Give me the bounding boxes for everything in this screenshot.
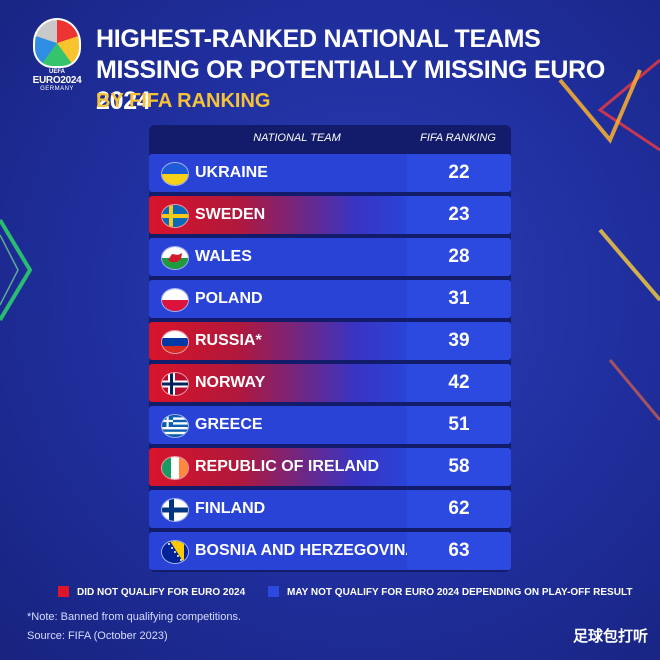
logo-euro: EURO2024 bbox=[32, 75, 82, 86]
team-cell: REPUBLIC OF IRELAND bbox=[149, 448, 407, 486]
team-cell: FINLAND bbox=[149, 490, 407, 528]
wales-flag-icon bbox=[161, 246, 189, 270]
page-subtitle: BY FIFA RANKING bbox=[96, 90, 271, 112]
greece-flag-icon bbox=[161, 414, 189, 438]
column-header-team: NATIONAL TEAM bbox=[253, 132, 341, 144]
team-cell: NORWAY bbox=[149, 364, 407, 402]
rank-cell: 51 bbox=[407, 406, 511, 444]
sweden-flag-icon bbox=[161, 204, 189, 228]
ukraine-flag-icon bbox=[161, 162, 189, 186]
legend-label: DID NOT QUALIFY FOR EURO 2024 bbox=[77, 587, 246, 598]
team-name: UKRAINE bbox=[195, 164, 268, 181]
red-swatch-icon bbox=[58, 586, 69, 597]
team-name: RUSSIA* bbox=[195, 332, 262, 349]
rank-cell: 58 bbox=[407, 448, 511, 486]
team-cell: SWEDEN bbox=[149, 196, 407, 234]
table-header: NATIONAL TEAM FIFA RANKING bbox=[149, 125, 511, 151]
blue-swatch-icon bbox=[268, 586, 279, 597]
finland-flag-icon bbox=[161, 498, 189, 522]
rank-cell: 62 bbox=[407, 490, 511, 528]
ireland-flag-icon bbox=[161, 456, 189, 480]
table-row: REPUBLIC OF IRELAND 58 bbox=[149, 448, 511, 486]
ranking-table: NATIONAL TEAM FIFA RANKING UKRAINE 22 SW… bbox=[149, 125, 511, 572]
rank-cell: 39 bbox=[407, 322, 511, 360]
rank-cell: 23 bbox=[407, 196, 511, 234]
source-credit: Source: FIFA (October 2023) bbox=[27, 630, 168, 642]
euro-2024-logo: UEFA EURO2024 GERMANY bbox=[28, 18, 86, 98]
table-row: RUSSIA* 39 bbox=[149, 322, 511, 360]
team-name: SWEDEN bbox=[195, 206, 266, 223]
trophy-icon bbox=[33, 18, 81, 68]
rank-cell: 31 bbox=[407, 280, 511, 318]
table-row: FINLAND 62 bbox=[149, 490, 511, 528]
table-row: GREECE 51 bbox=[149, 406, 511, 444]
team-cell: GREECE bbox=[149, 406, 407, 444]
rank-cell: 22 bbox=[407, 154, 511, 192]
table-row: BOSNIA AND HERZEGOVINA 63 bbox=[149, 532, 511, 570]
team-name: NORWAY bbox=[195, 374, 266, 391]
poland-flag-icon bbox=[161, 288, 189, 312]
team-name: GREECE bbox=[195, 416, 263, 433]
rank-cell: 28 bbox=[407, 238, 511, 276]
table-row: WALES 28 bbox=[149, 238, 511, 276]
bosnia-flag-icon bbox=[161, 540, 189, 564]
russia-flag-icon bbox=[161, 330, 189, 354]
watermark: 足球包打听 bbox=[572, 628, 648, 645]
page-title: HIGHEST-RANKED NATIONAL TEAMS MISSING OR… bbox=[96, 25, 606, 115]
team-name: POLAND bbox=[195, 290, 263, 307]
legend-play-off: MAY NOT QUALIFY FOR EURO 2024 DEPENDING … bbox=[268, 586, 632, 598]
team-cell: UKRAINE bbox=[149, 154, 407, 192]
logo-country: GERMANY bbox=[40, 86, 74, 92]
team-cell: POLAND bbox=[149, 280, 407, 318]
rank-cell: 63 bbox=[407, 532, 511, 570]
team-name: WALES bbox=[195, 248, 252, 265]
rank-cell: 42 bbox=[407, 364, 511, 402]
team-cell: WALES bbox=[149, 238, 407, 276]
table-row: SWEDEN 23 bbox=[149, 196, 511, 234]
table-row: NORWAY 42 bbox=[149, 364, 511, 402]
norway-flag-icon bbox=[161, 372, 189, 396]
team-name: BOSNIA AND HERZEGOVINA bbox=[195, 542, 417, 559]
legend-not-qualified: DID NOT QUALIFY FOR EURO 2024 bbox=[58, 586, 245, 598]
logo-uefa: UEFA bbox=[48, 69, 65, 75]
table-row: UKRAINE 22 bbox=[149, 154, 511, 192]
footnote: *Note: Banned from qualifying competitio… bbox=[27, 611, 242, 623]
table-row: POLAND 31 bbox=[149, 280, 511, 318]
team-cell: RUSSIA* bbox=[149, 322, 407, 360]
team-cell: BOSNIA AND HERZEGOVINA bbox=[149, 532, 417, 570]
legend-label: MAY NOT QUALIFY FOR EURO 2024 DEPENDING … bbox=[287, 587, 633, 598]
team-name: REPUBLIC OF IRELAND bbox=[195, 458, 379, 475]
team-name: FINLAND bbox=[195, 500, 266, 517]
column-header-rank: FIFA RANKING bbox=[420, 132, 496, 144]
